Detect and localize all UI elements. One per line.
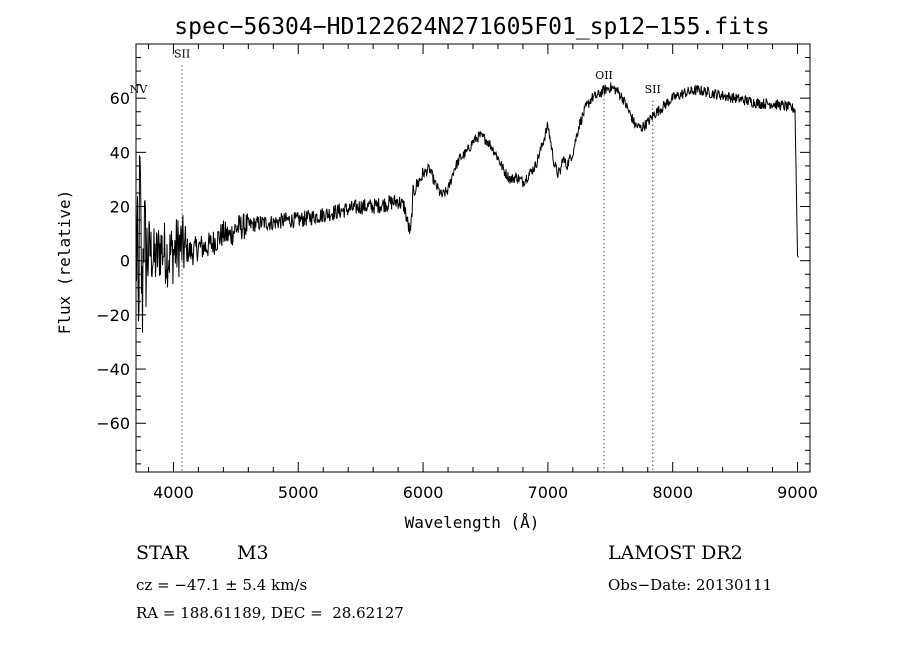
y-tick-label: 40 bbox=[110, 143, 130, 162]
redshift-velocity: cz = −47.1 ± 5.4 km/s bbox=[136, 576, 308, 594]
y-tick-label: −40 bbox=[96, 360, 130, 379]
x-tick-label: 5000 bbox=[278, 483, 319, 502]
spectrum-series-line bbox=[135, 82, 799, 333]
chart-title: spec−56304−HD122624N271605F01_sp12−155.f… bbox=[174, 14, 769, 40]
y-tick-label: −60 bbox=[96, 414, 130, 433]
line-marker-label: OII bbox=[595, 69, 613, 82]
x-tick-label: 8000 bbox=[652, 483, 693, 502]
object-class: STAR bbox=[136, 542, 189, 564]
survey-name: LAMOST DR2 bbox=[608, 542, 743, 564]
line-marker-label: SII bbox=[645, 83, 661, 96]
x-tick-label: 4000 bbox=[153, 483, 194, 502]
line-marker-label: NV bbox=[130, 83, 149, 96]
object-subclass: M3 bbox=[237, 542, 269, 564]
y-axis-label: Flux (relative) bbox=[55, 190, 74, 335]
axis-ticks bbox=[136, 44, 810, 472]
x-tick-label: 7000 bbox=[528, 483, 569, 502]
plot-border bbox=[135, 43, 811, 473]
x-tick-label: 9000 bbox=[777, 483, 818, 502]
axis-tick-labels: 4000 5000 6000 7000 8000 9000 −60 −40 −20 0 20 40 60 bbox=[96, 89, 818, 502]
coordinates: RA = 188.61189, DEC = 28.62127 bbox=[136, 604, 404, 622]
x-tick-label: 6000 bbox=[403, 483, 444, 502]
y-tick-label: −20 bbox=[96, 306, 130, 325]
y-tick-label: 60 bbox=[110, 89, 130, 108]
line-marker-label: SII bbox=[174, 48, 190, 61]
spectrum-plot: spec−56304−HD122624N271605F01_sp12−155.f… bbox=[55, 14, 818, 532]
spectral-line-markers: SII NV OII SII bbox=[130, 48, 661, 472]
y-tick-label: 20 bbox=[110, 198, 130, 217]
plot-frame bbox=[135, 43, 811, 473]
x-axis-label: Wavelength (Å) bbox=[405, 513, 540, 532]
observation-date: Obs−Date: 20130111 bbox=[608, 576, 773, 594]
y-tick-label: 0 bbox=[120, 252, 130, 271]
